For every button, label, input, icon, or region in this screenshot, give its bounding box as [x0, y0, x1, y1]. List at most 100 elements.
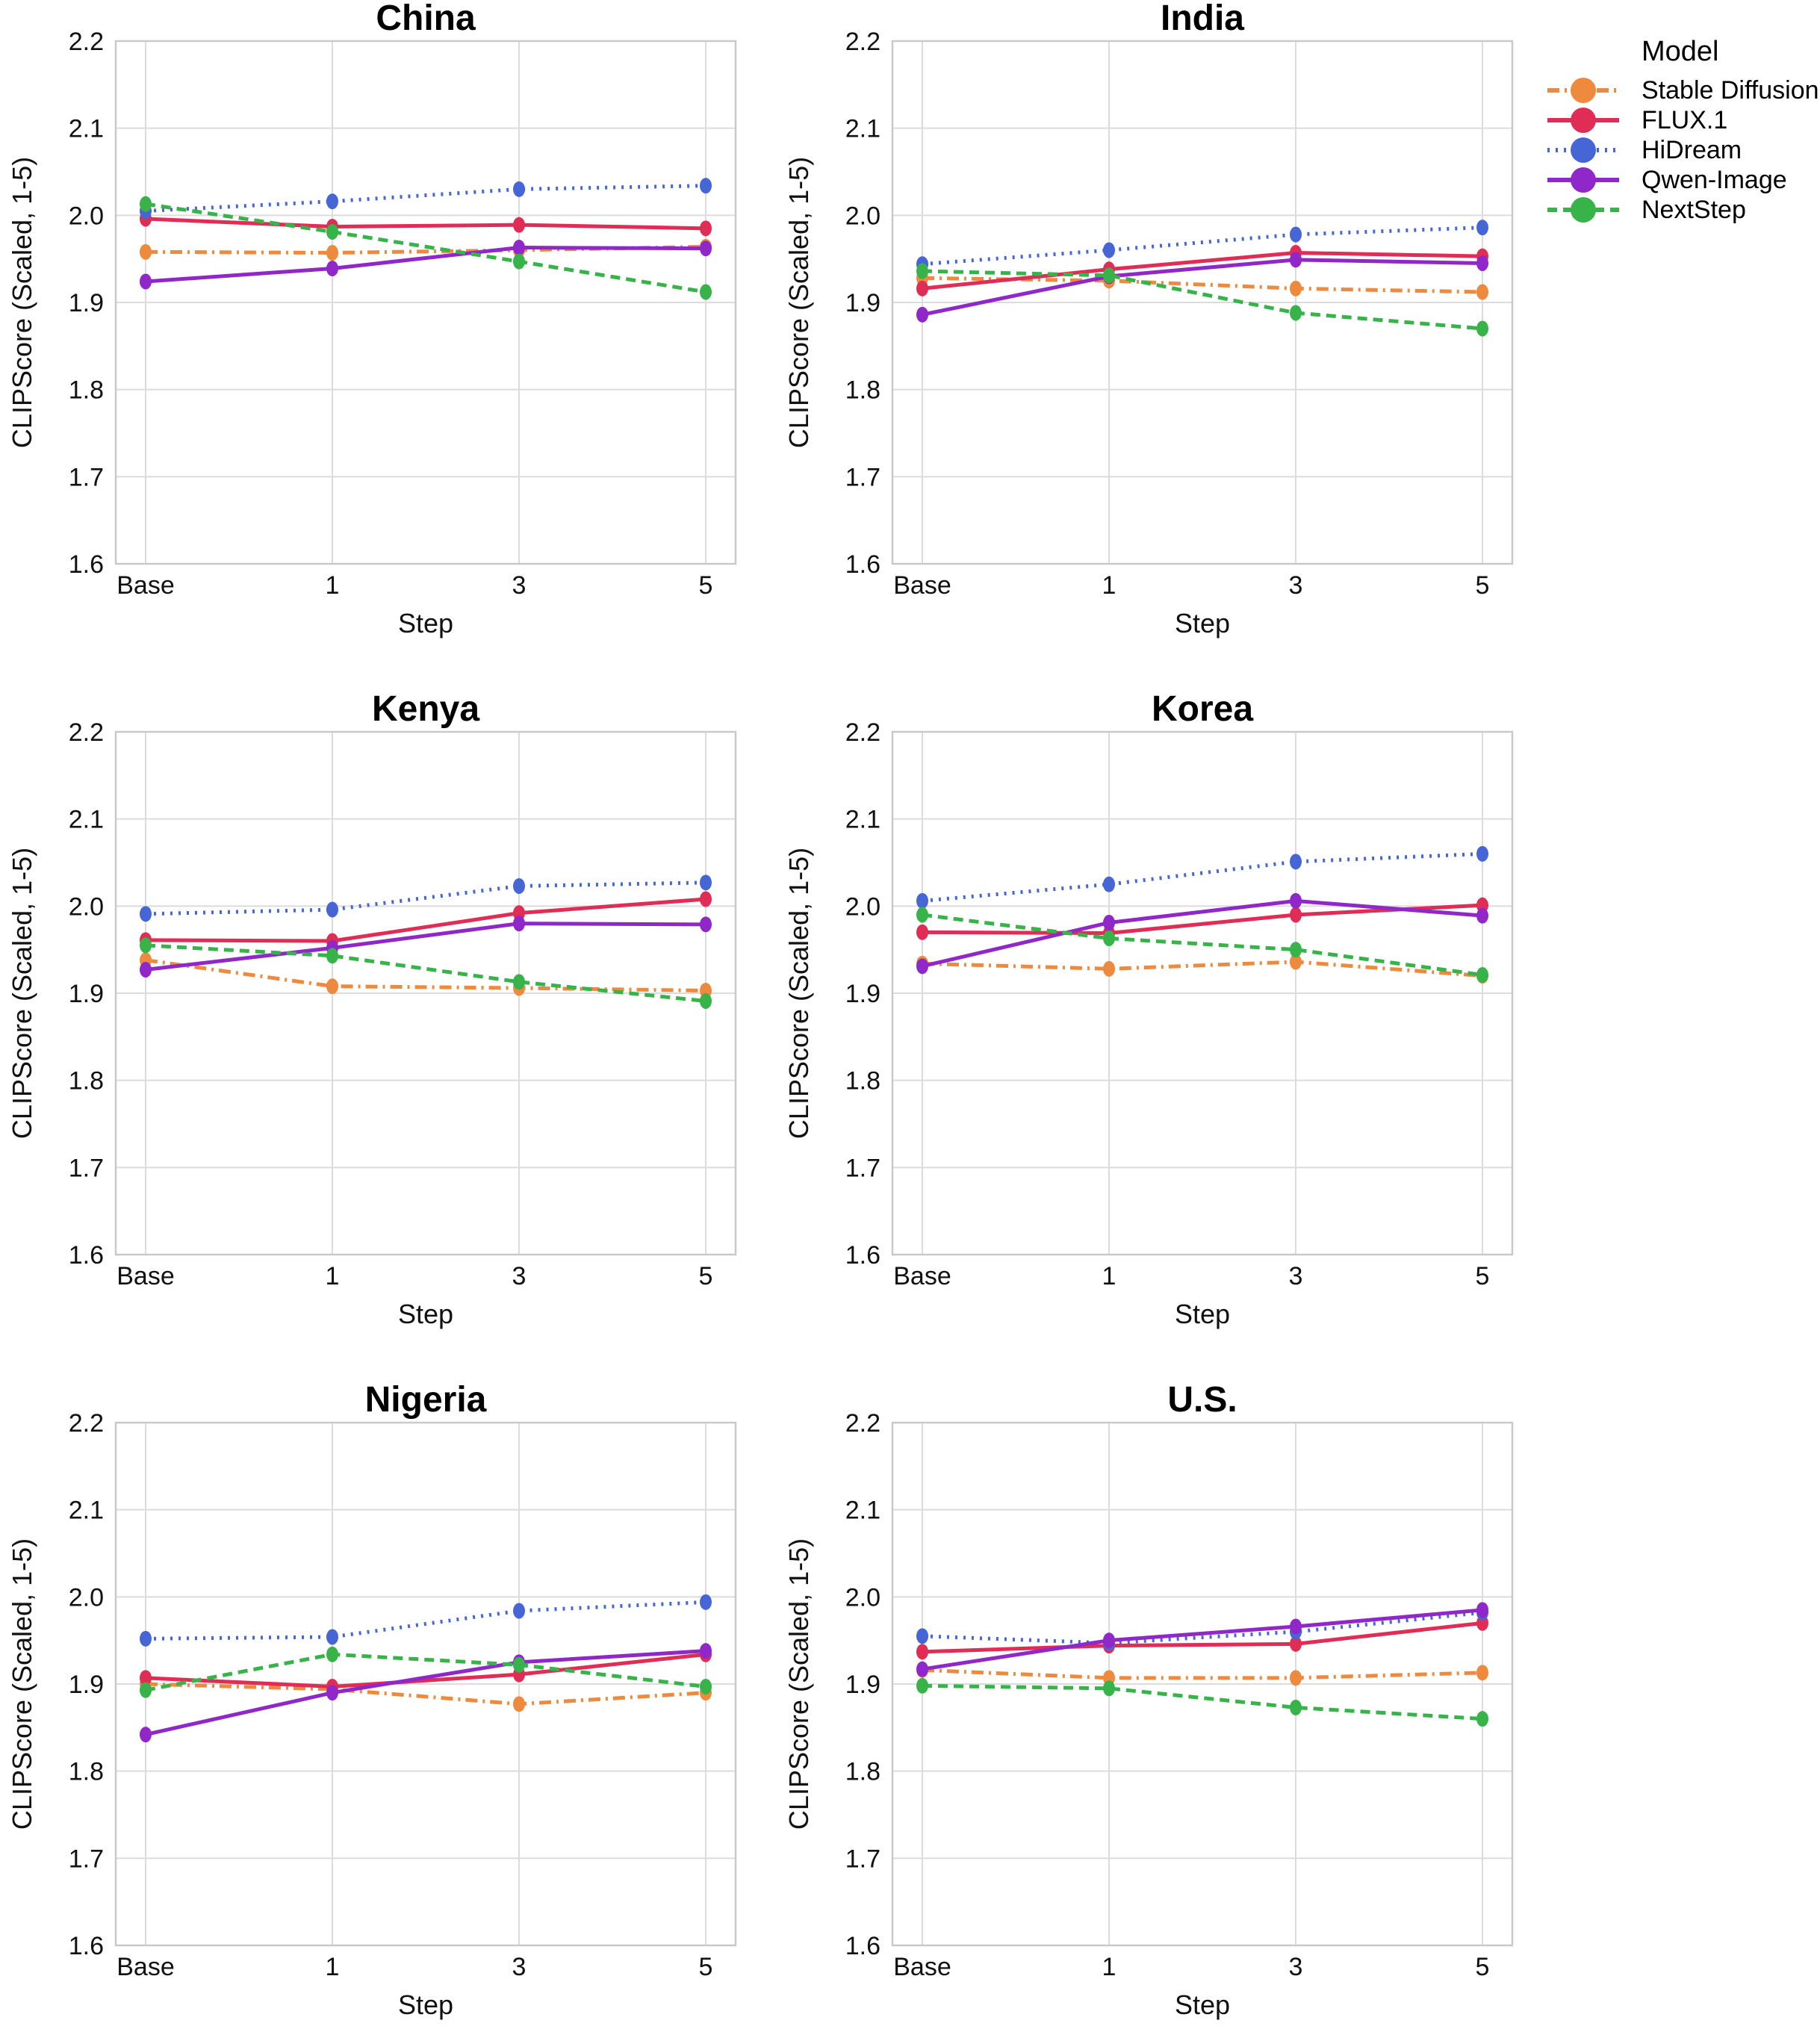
series-FLUX.1 — [916, 897, 1488, 941]
marker-HiDream-Base — [140, 906, 152, 922]
y-tick-label: 1.7 — [69, 1845, 104, 1873]
series-HiDream — [140, 178, 712, 219]
series-NextStep — [140, 196, 712, 300]
series-line-NextStep — [922, 1683, 1483, 1721]
marker-NextStep-1 — [1103, 1680, 1115, 1697]
series-Qwen-Image — [140, 916, 712, 978]
y-tick-label: 2.0 — [69, 202, 104, 230]
legend-item-HiDream: HiDream — [1546, 135, 1819, 165]
x-axis-label: Step — [1175, 608, 1230, 639]
marker-NextStep-3 — [1290, 305, 1302, 321]
legend-item-Stable Diffusion: Stable Diffusion — [1546, 75, 1819, 105]
marker-Qwen-Image-Base — [140, 962, 152, 978]
marker-HiDream-3 — [1290, 854, 1302, 870]
series-line-HiDream — [922, 851, 1483, 903]
y-tick-label: 1.9 — [69, 289, 104, 317]
marker-FLUX.1-Base — [916, 924, 928, 940]
series-line-Qwen-Image — [922, 898, 1483, 969]
marker-Qwen-Image-3 — [1290, 252, 1302, 268]
marker-Stable Diffusion-1 — [326, 978, 338, 995]
series-line-NextStep — [145, 1652, 706, 1692]
marker-Qwen-Image-Base — [916, 1661, 928, 1677]
marker-NextStep-5 — [1476, 1711, 1488, 1727]
legend-items: Stable Diffusion FLUX.1 HiDream Qwen-Image N… — [1546, 75, 1819, 225]
marker-HiDream-Base — [916, 892, 928, 909]
marker-HiDream-5 — [700, 178, 712, 194]
marker-Stable Diffusion-1 — [326, 245, 338, 261]
legend-label: NextStep — [1642, 195, 1746, 224]
x-tick-label: 1 — [1102, 1262, 1116, 1290]
grid — [892, 731, 1512, 1255]
marker-FLUX.1-Base — [916, 280, 928, 296]
marker-FLUX.1-5 — [700, 220, 712, 237]
x-tick-label: 3 — [512, 571, 527, 600]
y-tick-label: 1.6 — [845, 1241, 881, 1270]
series-line-Qwen-Image — [145, 245, 706, 284]
marker-NextStep-5 — [1476, 967, 1488, 983]
series-NextStep — [916, 907, 1488, 983]
chart-svg-China: 2.2 2.1 2.0 1.9 1.8 1.7 1.6 Base 1 3 5 Step CLIPScor… — [7, 0, 737, 639]
chart-korea: 2.2 2.1 2.0 1.9 1.8 1.7 1.6 Base 1 3 5 Step CLIPScor… — [777, 689, 1568, 1340]
plot-frame — [114, 40, 737, 565]
series-line-Stable Diffusion — [145, 1682, 706, 1706]
marker-Qwen-Image-5 — [1476, 907, 1488, 924]
y-tick-label: 1.8 — [69, 1067, 104, 1096]
marker-Qwen-Image-1 — [1103, 1632, 1115, 1649]
legend-item-FLUX.1: FLUX.1 — [1546, 105, 1819, 135]
series-line-Stable Diffusion — [145, 244, 706, 255]
plot-frame — [891, 40, 1514, 565]
y-tick-label: 1.8 — [69, 376, 104, 405]
marker-Stable Diffusion-5 — [1476, 284, 1488, 300]
legend-label: Stable Diffusion — [1642, 75, 1819, 105]
marker-HiDream-Base — [916, 1628, 928, 1644]
series-line-Qwen-Image — [922, 258, 1483, 317]
marker-NextStep-3 — [1290, 1700, 1302, 1715]
plot-frame — [891, 1421, 1514, 1947]
x-tick-label: 5 — [1476, 571, 1490, 600]
marker-HiDream-Base — [140, 1630, 152, 1647]
marker-HiDream-1 — [326, 1629, 338, 1645]
marker-HiDream-1 — [1103, 242, 1115, 258]
marker-NextStep-1 — [1103, 267, 1115, 284]
series-FLUX.1 — [916, 245, 1488, 296]
y-tick-label: 1.6 — [69, 1241, 104, 1270]
y-tick-label: 1.9 — [845, 289, 881, 317]
y-tick-label: 2.0 — [845, 202, 881, 230]
series-line-Stable Diffusion — [922, 276, 1483, 294]
chart-svg-Korea: 2.2 2.1 2.0 1.9 1.8 1.7 1.6 Base 1 3 5 Step CLIPScor… — [783, 689, 1514, 1329]
series-line-FLUX.1 — [922, 250, 1483, 291]
marker-Qwen-Image-Base — [916, 958, 928, 975]
y-tick-label: 1.9 — [69, 980, 104, 1008]
legend: Model Stable Diffusion FLUX.1 HiDream Qwen-… — [1546, 36, 1819, 225]
marker-NextStep-Base — [140, 196, 152, 212]
y-tick-label: 2.2 — [845, 28, 881, 56]
marker-HiDream-3 — [513, 181, 525, 197]
y-tick-label: 2.2 — [69, 28, 104, 56]
x-axis-label: Step — [398, 608, 453, 639]
marker-Qwen-Image-Base — [140, 273, 152, 290]
marker-HiDream-5 — [700, 1594, 712, 1610]
x-tick-label: 3 — [1289, 571, 1303, 600]
x-tick-label: 3 — [512, 1953, 527, 1981]
grid — [116, 1422, 736, 1946]
marker-FLUX.1-Base — [140, 1670, 152, 1686]
legend-marker-Stable Diffusion — [1547, 78, 1619, 103]
series-line-Stable Diffusion — [145, 958, 706, 992]
y-axis-label: CLIPScore (Scaled, 1-5) — [7, 848, 37, 1139]
x-tick-label: 1 — [326, 571, 340, 600]
y-axis-label: CLIPScore (Scaled, 1-5) — [783, 1538, 814, 1830]
series-Stable Diffusion — [916, 954, 1488, 984]
series-line-Stable Diffusion — [922, 960, 1483, 978]
y-tick-label: 1.8 — [845, 1067, 881, 1096]
x-axis-label: Step — [1175, 1989, 1230, 2020]
y-tick-label: 1.9 — [845, 1671, 881, 1699]
y-tick-label: 2.1 — [845, 1497, 881, 1525]
chart-nigeria: 2.2 2.1 2.0 1.9 1.8 1.7 1.6 Base 1 3 5 Step CLIPScor… — [0, 1380, 792, 2031]
x-tick-label: 5 — [1476, 1262, 1490, 1290]
y-tick-label: 1.6 — [69, 550, 104, 579]
x-tick-label: 5 — [699, 1953, 713, 1981]
legend-label: HiDream — [1642, 135, 1742, 164]
marker-NextStep-3 — [1290, 942, 1302, 958]
chart-kenya: 2.2 2.1 2.0 1.9 1.8 1.7 1.6 Base 1 3 5 Step CLIPScor… — [0, 689, 792, 1340]
